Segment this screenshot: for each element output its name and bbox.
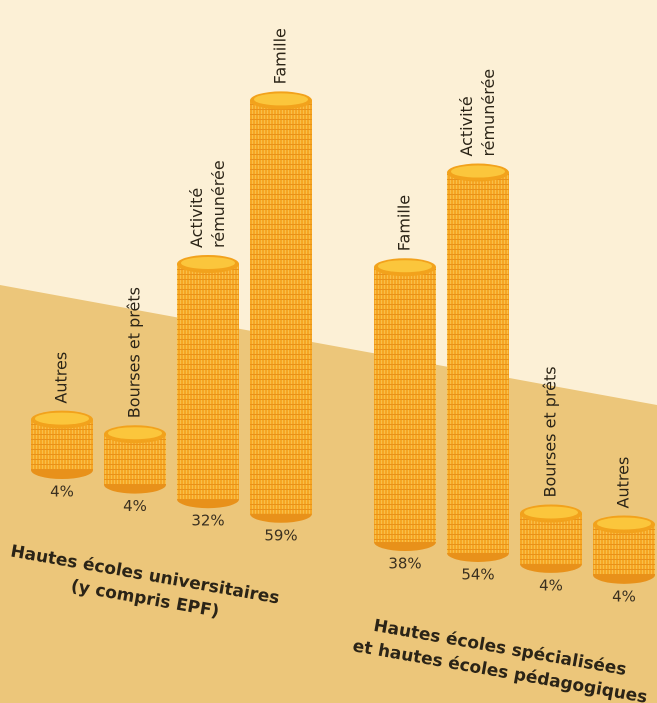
coin-top (181, 257, 235, 269)
coin-stack (250, 91, 312, 523)
value-label: 4% (50, 483, 74, 501)
category-label: Famille (271, 28, 290, 84)
coin-body-cover (447, 172, 509, 553)
coin-stack (447, 163, 509, 562)
coin-body-cover (250, 100, 312, 514)
category-label: Bourses et prêts (125, 287, 144, 418)
coin-top (254, 93, 308, 106)
coin-stack (31, 410, 93, 479)
coin-top (597, 517, 651, 530)
coin-stack (593, 515, 655, 584)
coin-stack (374, 258, 436, 551)
coin-body-cover (374, 267, 436, 542)
coin-top (378, 260, 432, 273)
value-label: 59% (264, 526, 297, 544)
category-label: Autres (52, 352, 71, 404)
coin-top (108, 427, 162, 440)
category-label: Bourses et prêts (541, 366, 560, 497)
coin-top (451, 165, 505, 178)
coin-stack (104, 425, 166, 494)
coin-top (524, 506, 578, 519)
value-label: 4% (123, 497, 147, 515)
coin-stack (520, 504, 582, 573)
value-label: 54% (461, 565, 494, 583)
coin-top (35, 412, 89, 425)
value-label: 32% (191, 512, 224, 530)
category-label: Activité rémunérée (457, 69, 498, 157)
value-label: 4% (612, 587, 636, 605)
coin-body-cover (177, 264, 239, 500)
value-label: 4% (539, 576, 563, 594)
category-label: Autres (614, 457, 633, 509)
coin-stack (177, 255, 239, 509)
value-label: 38% (388, 555, 421, 573)
category-label: Activité rémunérée (187, 160, 228, 248)
category-label: Famille (395, 195, 414, 251)
